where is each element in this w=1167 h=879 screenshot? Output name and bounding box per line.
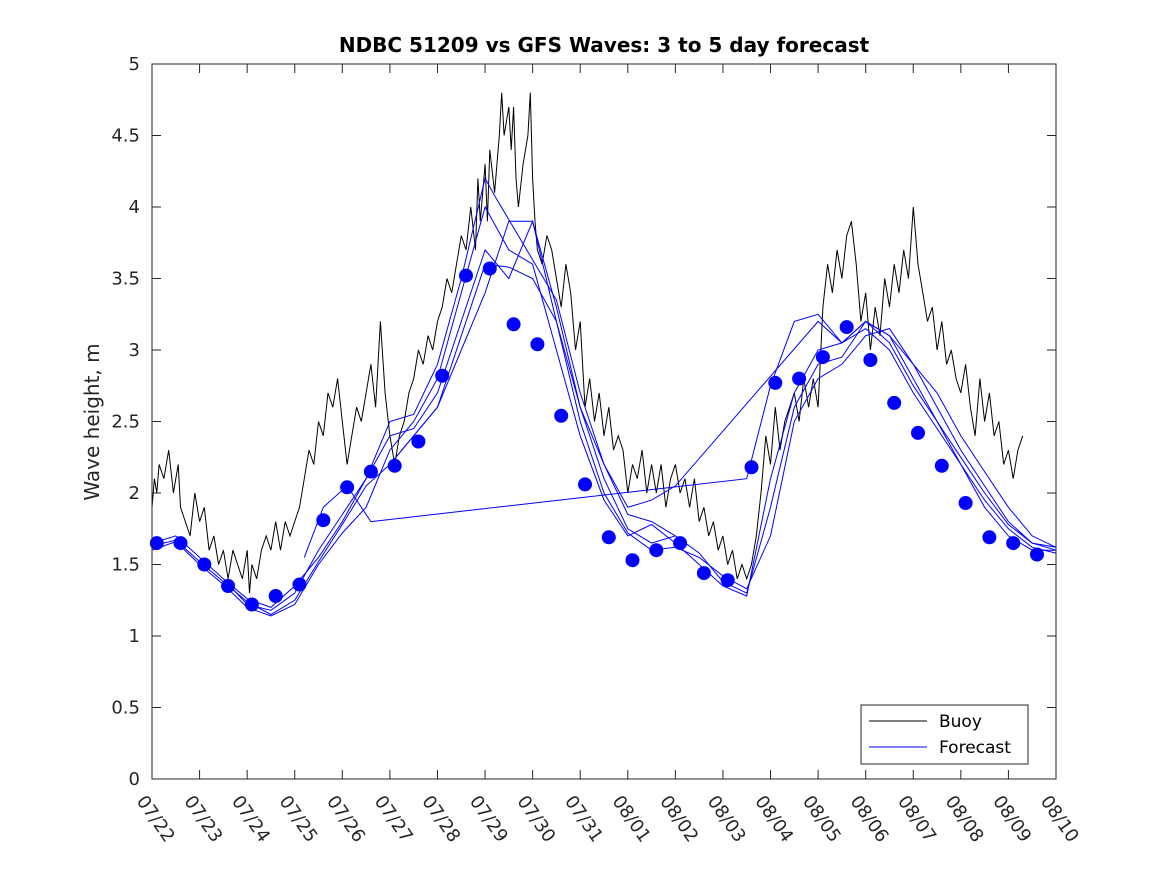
forecast-marker [768,375,783,390]
forecast-marker [340,480,355,495]
y-tick-label: 0.5 [111,698,140,719]
legend-buoy-label: Buoy [939,712,982,732]
y-tick-label: 2.5 [111,412,140,433]
forecast-marker [530,337,545,352]
forecast-marker [720,573,735,588]
forecast-marker [268,589,283,603]
forecast-marker [578,477,592,492]
forecast-marker [958,496,973,510]
forecast-marker [554,408,569,423]
forecast-marker [982,530,997,545]
y-tick-label: 4.5 [111,126,140,147]
forecast-marker [244,597,259,612]
forecast-marker [1006,536,1021,551]
forecast-marker [792,371,807,386]
y-tick-label: 2 [129,483,140,504]
forecast-marker [482,261,497,276]
legend-box [860,704,1029,765]
forecast-marker [673,536,688,551]
y-tick-label: 3.5 [111,269,140,290]
forecast-run-line [303,313,1057,558]
chart-title: NDBC 51209 vs GFS Waves: 3 to 5 day fore… [339,33,870,57]
buoy-line [151,92,1024,594]
forecast-marker [221,579,236,593]
forecast-marker [1030,547,1044,562]
forecast-marker [625,553,640,568]
y-tick-label: 4 [129,197,140,218]
forecast-marker [815,350,830,365]
forecast-marker [911,425,925,440]
forecast-marker [197,557,212,572]
y-tick-label: 3 [129,340,140,361]
legend-forecast-label: Forecast [939,738,1011,758]
forecast-run-line [389,220,676,537]
forecast-run-line [223,177,1057,608]
forecast-run-line [151,205,1056,617]
forecast-marker [506,317,521,332]
forecast-marker [863,353,878,367]
forecast-marker [387,458,402,473]
y-tick-label: 1 [129,626,140,647]
forecast-marker [363,464,378,479]
y-tick-label: 0 [129,769,140,790]
forecast-marker [649,543,664,558]
forecast-marker [316,513,331,528]
plot-area [149,92,1057,617]
legend: Buoy Forecast [860,704,1029,765]
forecast-marker [696,566,711,581]
forecast-marker [292,577,307,592]
forecast-marker [887,395,902,410]
forecast-marker [934,458,949,473]
forecast-marker [601,530,616,545]
forecast-marker [149,536,164,551]
y-tick-label: 5 [129,54,140,75]
forecast-marker [435,368,450,383]
forecast-marker [411,434,426,449]
forecast-marker [839,320,854,335]
y-axis-label: Wave height, m [80,343,104,500]
y-tick-label: 1.5 [111,555,140,576]
forecast-marker [744,460,759,475]
forecast-marker [459,268,473,283]
forecast-marker [173,536,188,551]
